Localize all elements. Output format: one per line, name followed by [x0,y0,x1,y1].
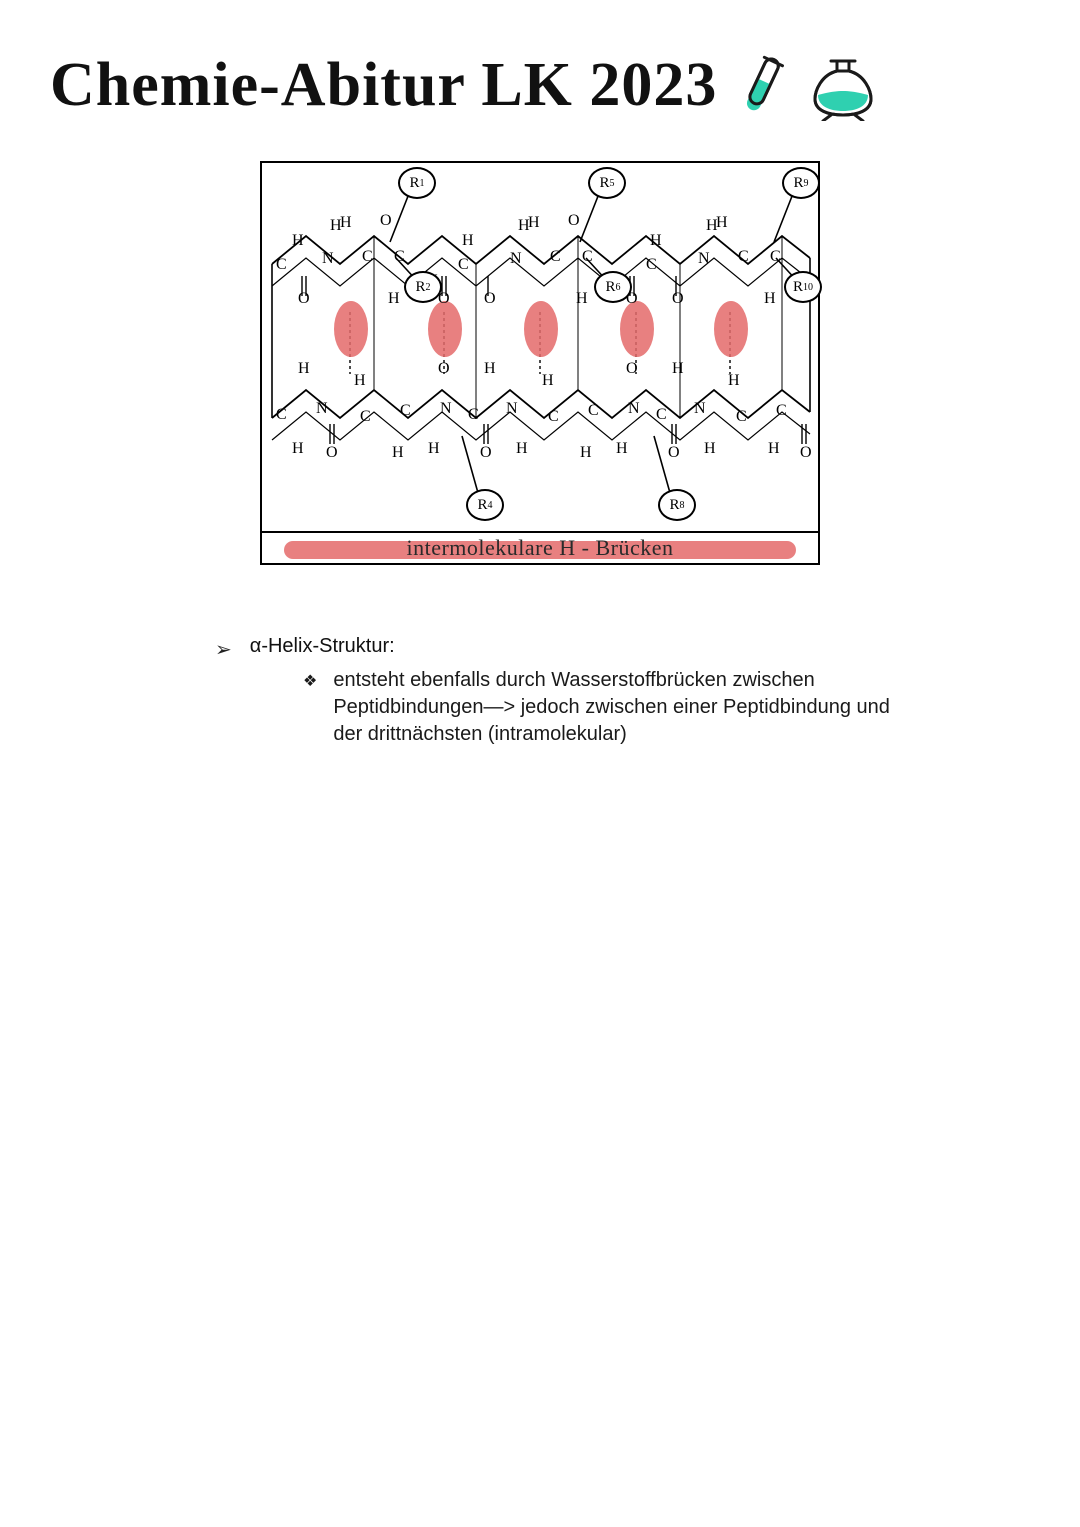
atom-label: C [468,407,479,423]
page: Chemie-Abitur LK 2023 [0,0,1080,1527]
r-group-badge: R8 [658,489,696,521]
atom-label: N [506,401,518,417]
atom-label: O [484,291,496,307]
atom-label: H [292,441,304,457]
hbond-highlight [524,301,558,357]
atom-label: H [704,441,716,457]
atom-label: H [298,361,310,377]
atom-label: H [728,373,740,389]
r-group-badge: R2 [404,271,442,303]
hbond-highlight [620,301,654,357]
atom-label: O [668,445,680,461]
hbond-highlight [334,301,368,357]
atom-label: C [588,403,599,419]
r-group-badge: R9 [782,167,820,199]
atom-label: H [354,373,366,389]
r-group-badge: R1 [398,167,436,199]
atom-label: H [542,373,554,389]
atom-label: C [362,249,373,265]
caption-text: intermolekulare H - Brücken [406,535,673,561]
atom-label: C [582,249,593,265]
atom-label: C [646,257,657,273]
r-group-badge: R6 [594,271,632,303]
atom-label: C [276,257,287,273]
hbond-highlight [428,301,462,357]
title-row: Chemie-Abitur LK 2023 [50,50,1020,121]
atom-label: H [292,233,304,249]
atom-label: H [340,215,352,231]
atom-label: H [388,291,400,307]
bullet-1-label: α-Helix-Struktur: [250,635,395,658]
atom-label: N [694,401,706,417]
bullet-level-1: ➢ α-Helix-Struktur: [215,635,945,661]
bullet-2-text: entsteht ebenfalls durch Wasserstoffbrüc… [333,667,923,748]
arrow-bullet-icon: ➢ [215,637,232,663]
atom-label: H [392,445,404,461]
atom-label: O [672,291,684,307]
atom-label: H [580,445,592,461]
atom-label: H [672,361,684,377]
atom-label: N [322,251,334,267]
atom-label: O [298,291,310,307]
flask-icon [807,51,879,121]
bullet-level-2: ❖ entsteht ebenfalls durch Wasserstoffbr… [303,667,923,748]
atom-label: O [438,361,450,377]
atom-label: H [616,441,628,457]
atom-label: H [516,441,528,457]
atom-label: C [400,403,411,419]
beta-sheet-diagram: HHHOHHHOHHHCNCCNCNCCNCNCCOHOOHOOHHHOHHOH… [260,161,820,565]
atom-label: C [394,249,405,265]
atom-label: O [326,445,338,461]
atom-label: O [800,445,812,461]
r-group-badge: R4 [466,489,504,521]
atom-label: C [656,407,667,423]
hbond-highlight [714,301,748,357]
atom-label: H [462,233,474,249]
atom-label: H [764,291,776,307]
atom-label: H [428,441,440,457]
atom-label: H [484,361,496,377]
atom-label: C [276,407,287,423]
atom-label: C [550,249,561,265]
atom-label: N [316,401,328,417]
test-tube-icon [735,51,789,121]
atom-label: N [510,251,522,267]
page-title: Chemie-Abitur LK 2023 [50,50,717,121]
atom-label: C [458,257,469,273]
diagram-box: HHHOHHHOHHHCNCCNCNCCNCNCCOHOOHOOHHHOHHOH… [260,161,820,531]
diagram-caption: intermolekulare H - Brücken [260,531,820,565]
atom-label: H [716,215,728,231]
atom-label: N [628,401,640,417]
atom-label: N [698,251,710,267]
r-group-badge: R10 [784,271,822,303]
atom-label: O [626,361,638,377]
atom-label: C [770,249,781,265]
atom-label: N [440,401,452,417]
atom-label: O [380,213,392,229]
atom-label: C [360,409,371,425]
atom-label: H [528,215,540,231]
atom-label: C [736,409,747,425]
atom-label: O [568,213,580,229]
atom-label: O [480,445,492,461]
atom-label: H [650,233,662,249]
atom-label: C [738,249,749,265]
diamond-bullet-icon: ❖ [303,671,317,693]
atom-label: C [548,409,559,425]
atom-label: C [776,403,787,419]
atom-label: H [768,441,780,457]
body-text: ➢ α-Helix-Struktur: ❖ entsteht ebenfalls… [215,635,945,748]
atom-label: H [576,291,588,307]
r-group-badge: R5 [588,167,626,199]
